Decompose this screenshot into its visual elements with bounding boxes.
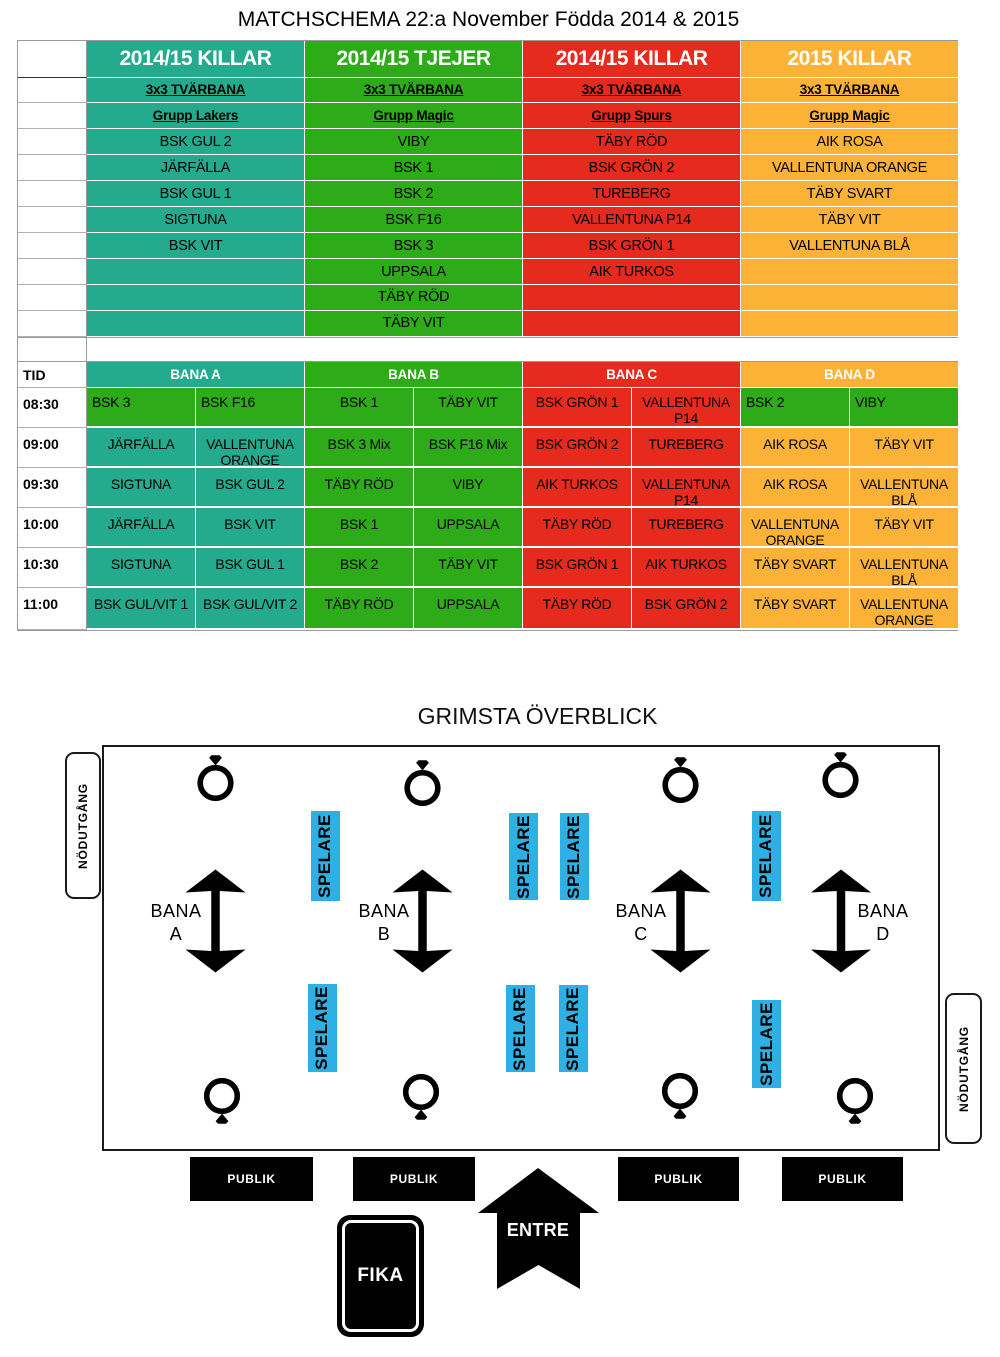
- svg-text:ENTRE: ENTRE: [507, 1220, 570, 1240]
